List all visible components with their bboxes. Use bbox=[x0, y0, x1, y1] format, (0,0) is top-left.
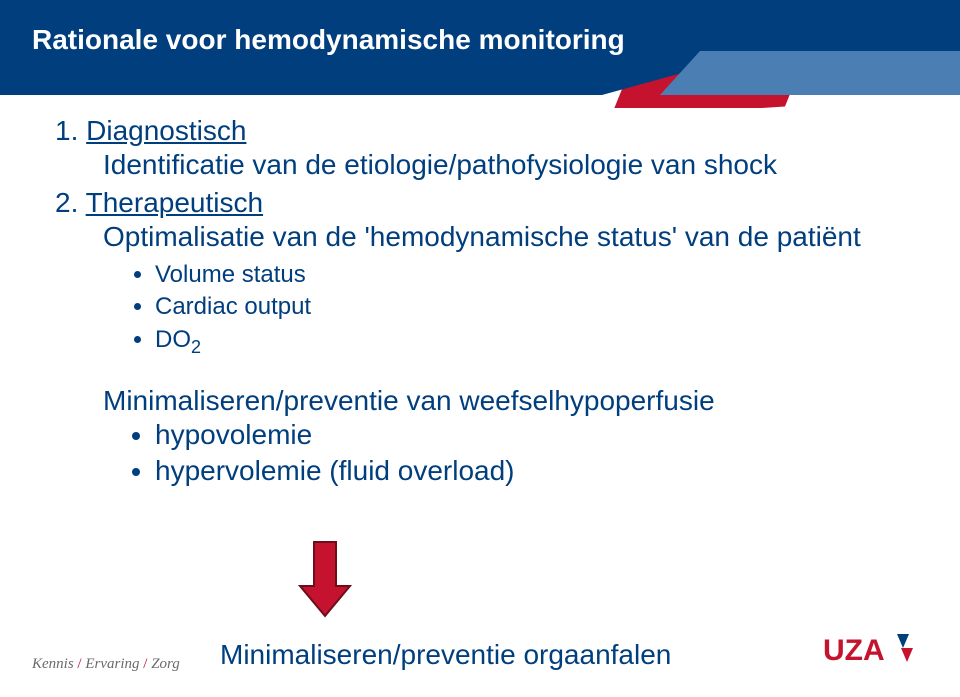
item-1-heading: 1. Diagnostisch bbox=[55, 115, 900, 147]
tag-zorg: Zorg bbox=[151, 656, 180, 672]
logo-text: UZA bbox=[823, 634, 885, 667]
item-2-sub: Optimalisatie van de 'hemodynamische sta… bbox=[103, 221, 900, 253]
logo-red-wedge bbox=[901, 648, 913, 662]
down-arrow bbox=[298, 540, 352, 623]
header-light-shape bbox=[660, 51, 960, 95]
arrow-shape bbox=[300, 542, 350, 616]
do2-text: DO bbox=[155, 326, 191, 353]
item-2-title: Therapeutisch bbox=[86, 187, 263, 218]
item-1: 1. Diagnostisch Identificatie van de eti… bbox=[55, 115, 900, 181]
content-area: 1. Diagnostisch Identificatie van de eti… bbox=[55, 115, 900, 494]
bullet-do2: DO2 bbox=[155, 324, 900, 359]
header-band: Rationale voor hemodynamische monitoring bbox=[0, 0, 960, 95]
item-1-sub: Identificatie van de etiologie/pathofysi… bbox=[103, 149, 900, 181]
footer-tagline: Kennis / Ervaring / Zorg bbox=[32, 656, 180, 673]
item-2: 2. Therapeutisch Optimalisatie van de 'h… bbox=[55, 187, 900, 490]
tag-ervaring: Ervaring bbox=[85, 656, 139, 672]
item-1-prefix: 1. bbox=[55, 115, 86, 146]
bullet-cardiac-output: Cardiac output bbox=[155, 291, 900, 323]
tag-kennis: Kennis bbox=[32, 656, 74, 672]
item-1-title: Diagnostisch bbox=[86, 115, 246, 146]
bullet-hypovol: hypovolemie bbox=[155, 417, 900, 453]
item-2-bullets: Volume status Cardiac output DO2 bbox=[155, 259, 900, 359]
do2-subscript: 2 bbox=[191, 337, 201, 357]
item-2-heading: 2. Therapeutisch bbox=[55, 187, 900, 219]
minimize-bullets: hypovolemie hypervolemie (fluid overload… bbox=[155, 417, 900, 490]
item-2-prefix: 2. bbox=[55, 187, 86, 218]
bullet-volume-status: Volume status bbox=[155, 259, 900, 291]
conclusion-text: Minimaliseren/preventie orgaanfalen bbox=[220, 639, 671, 671]
tag-sep-1: / bbox=[74, 656, 86, 672]
tag-sep-2: / bbox=[140, 656, 152, 672]
logo-blue-wedge bbox=[897, 634, 909, 648]
slide-title: Rationale voor hemodynamische monitoring bbox=[32, 24, 625, 56]
bullet-hypervol: hypervolemie (fluid overload) bbox=[155, 453, 900, 489]
minimize-line: Minimaliseren/preventie van weefselhypop… bbox=[103, 385, 900, 417]
uza-logo: UZA bbox=[823, 630, 915, 675]
header-background bbox=[0, 0, 960, 120]
